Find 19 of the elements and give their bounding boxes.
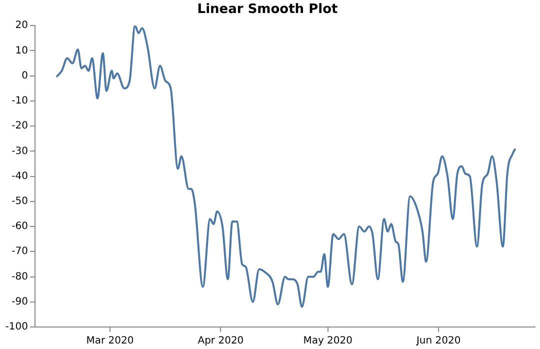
y-tick-label: -10 (12, 96, 28, 107)
y-tick-label: 10 (15, 45, 28, 56)
y-tick-label: -20 (12, 120, 28, 132)
y-tick-label: -90 (12, 296, 28, 308)
y-tick-label: -80 (12, 271, 28, 282)
line-series (55, 26, 516, 308)
y-tick-label: -30 (12, 146, 28, 157)
x-tick-label: Mar 2020 (86, 336, 134, 347)
chart-title: Linear Smooth Plot (197, 2, 338, 18)
x-tick-label: Jun 2020 (415, 336, 461, 347)
y-tick-label: -40 (12, 170, 28, 182)
y-tick-label: -70 (12, 246, 28, 258)
x-tick-label: Apr 2020 (198, 336, 244, 347)
y-tick-label: -100 (5, 322, 28, 333)
x-tick-label: May 2020 (303, 336, 353, 347)
y-tick-label: 0 (22, 70, 28, 82)
y-tick-label: -50 (12, 196, 28, 208)
y-tick-label: -60 (12, 221, 28, 232)
y-tick-label: 20 (15, 20, 28, 32)
